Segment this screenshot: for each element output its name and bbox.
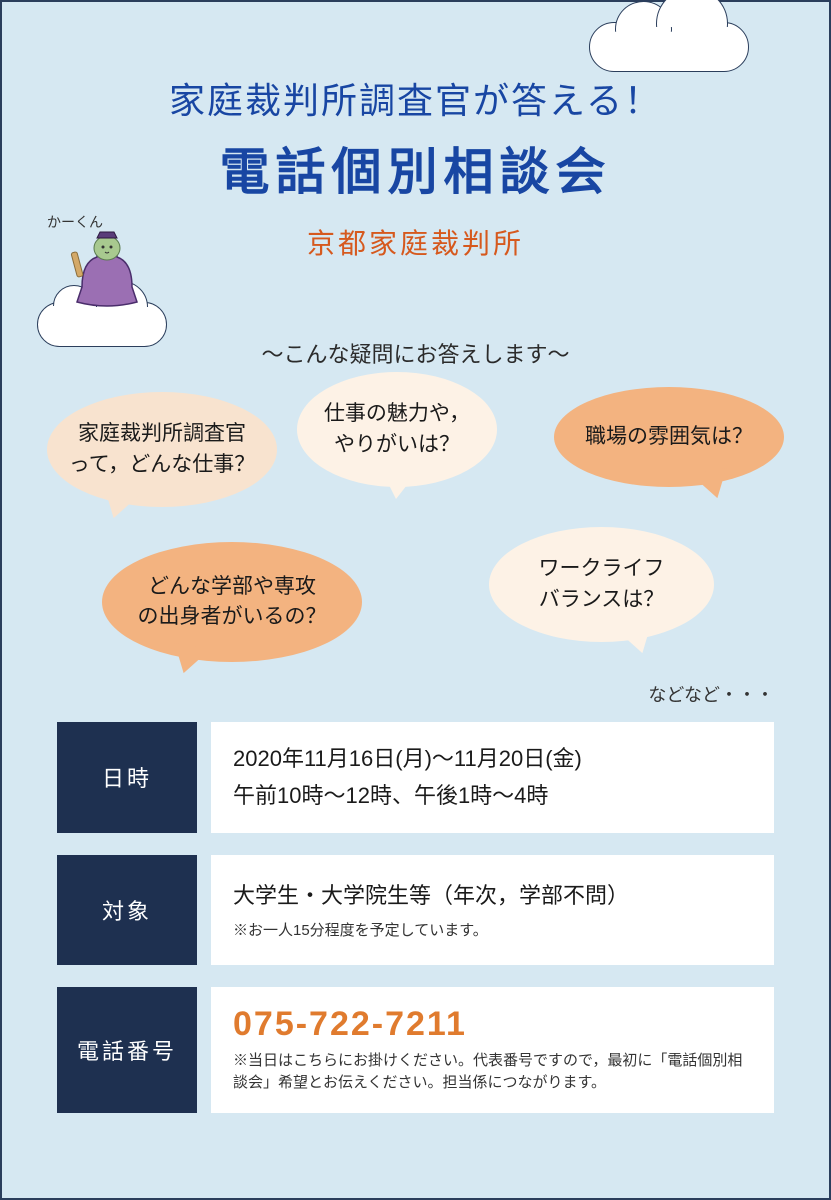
info-content: 2020年11月16日(月)～11月20日(金) 午前10時～12時、午後1時～…	[211, 722, 774, 833]
info-line: 2020年11月16日(月)～11月20日(金)	[233, 740, 752, 777]
info-label: 対象	[57, 855, 197, 965]
info-content: 075-722-7211 ※当日はこちらにお掛けください。代表番号ですので，最初…	[211, 987, 774, 1113]
info-note: ※お一人15分程度を予定しています。	[233, 920, 752, 943]
bubble-text: 家庭裁判所調査官って，どんな仕事？	[69, 419, 255, 480]
bubble-text: 職場の雰囲気は？	[585, 422, 753, 452]
info-row-datetime: 日時 2020年11月16日(月)～11月20日(金) 午前10時～12時、午後…	[57, 722, 774, 833]
info-line: 午前10時～12時、午後1時～4時	[233, 777, 752, 814]
bubble-text: ワークライフバランスは？	[539, 554, 665, 615]
mascot: かーくん	[37, 232, 187, 352]
mascot-character-icon	[62, 222, 152, 312]
info-line: 大学生・大学院生等（年次，学部不問）	[233, 877, 752, 914]
tagline: ～こんな疑問にお答えします～	[2, 337, 829, 369]
bubble-3: 職場の雰囲気は？	[554, 387, 784, 487]
info-row-phone: 電話番号 075-722-7211 ※当日はこちらにお掛けください。代表番号です…	[57, 987, 774, 1113]
speech-bubbles: 家庭裁判所調査官って，どんな仕事？ 仕事の魅力や，やりがいは？ 職場の雰囲気は？…	[47, 372, 784, 702]
bubble-text: 仕事の魅力や，やりがいは？	[324, 399, 470, 460]
info-content: 大学生・大学院生等（年次，学部不問） ※お一人15分程度を予定しています。	[211, 855, 774, 965]
bubble-2: 仕事の魅力や，やりがいは？	[297, 372, 497, 487]
title-line-2: 電話個別相談会	[2, 132, 829, 204]
bubble-text: どんな学部や専攻の出身者がいるの？	[138, 572, 327, 633]
phone-number: 075-722-7211	[233, 1005, 752, 1044]
title-line-1: 家庭裁判所調査官が答える！	[2, 72, 829, 124]
info-note: ※当日はこちらにお掛けください。代表番号ですので，最初に「電話個別相談会」希望と…	[233, 1050, 752, 1095]
info-label: 日時	[57, 722, 197, 833]
bubble-1: 家庭裁判所調査官って，どんな仕事？	[47, 392, 277, 507]
info-row-target: 対象 大学生・大学院生等（年次，学部不問） ※お一人15分程度を予定しています。	[57, 855, 774, 965]
info-section: 日時 2020年11月16日(月)～11月20日(金) 午前10時～12時、午後…	[57, 722, 774, 1135]
etc-text: などなど・・・	[648, 681, 774, 707]
bubble-5: ワークライフバランスは？	[489, 527, 714, 642]
info-label: 電話番号	[57, 987, 197, 1113]
cloud-decoration	[589, 22, 749, 72]
bubble-4: どんな学部や専攻の出身者がいるの？	[102, 542, 362, 662]
